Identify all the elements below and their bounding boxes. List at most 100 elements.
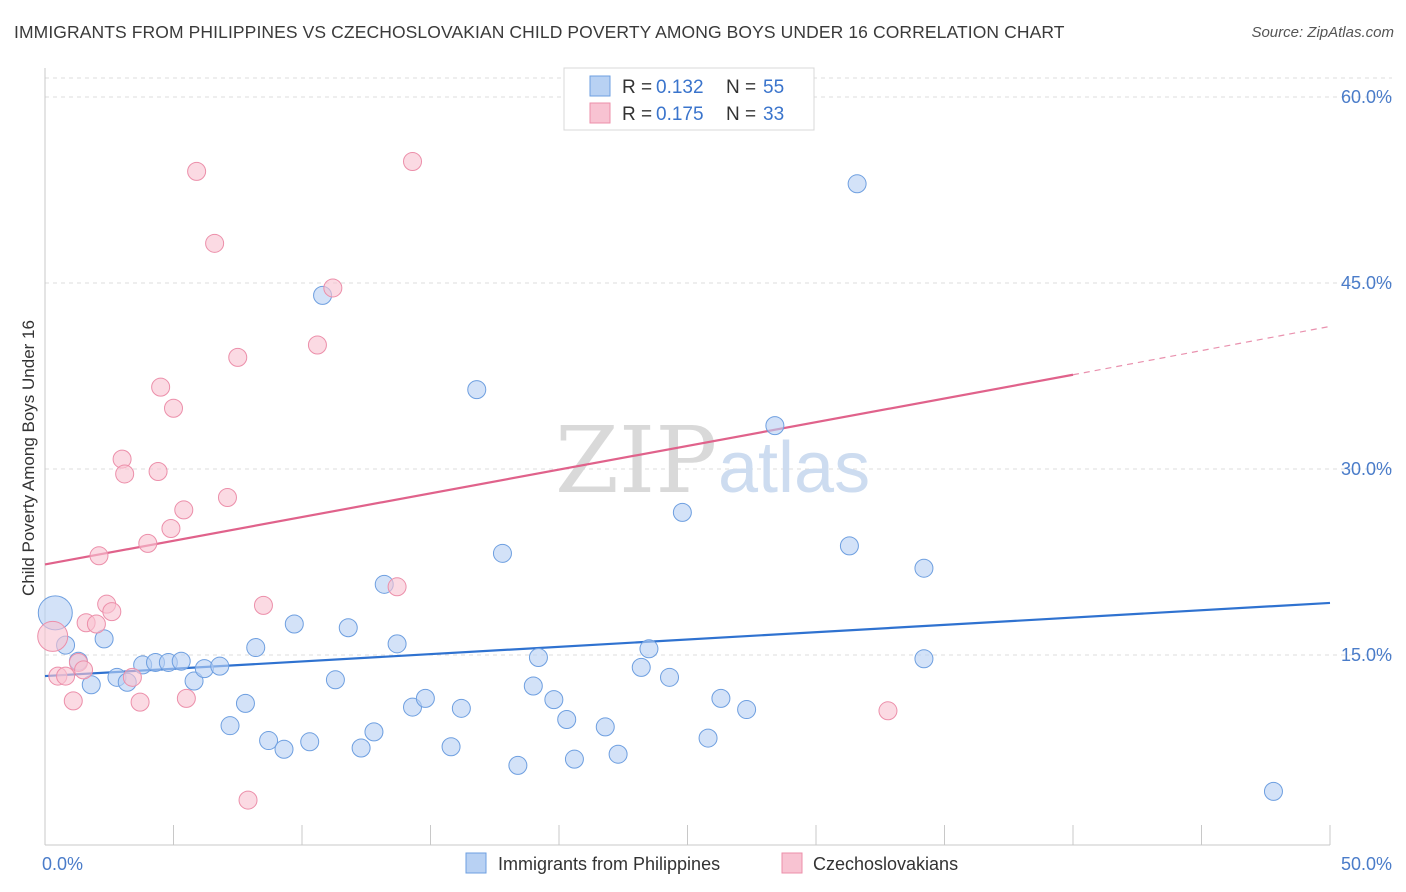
data-points (37, 151, 1283, 810)
data-point (878, 701, 898, 721)
grid-lines (45, 77, 1392, 656)
data-point (415, 688, 435, 708)
data-point (94, 629, 114, 649)
data-point (711, 688, 731, 708)
data-point (138, 533, 158, 553)
data-point (631, 657, 651, 677)
data-point (164, 398, 183, 418)
data-point (914, 558, 934, 578)
data-point (63, 691, 83, 711)
data-point (451, 698, 471, 718)
data-point (253, 595, 273, 615)
axes (44, 68, 1331, 846)
data-point (660, 667, 680, 687)
data-point (151, 377, 171, 397)
legend-r-value-2: 0.175 (656, 104, 704, 125)
chart-title: IMMIGRANTS FROM PHILIPPINES VS CZECHOSLO… (14, 22, 1065, 42)
data-point (323, 278, 343, 298)
data-point (148, 461, 168, 481)
data-point (86, 614, 106, 634)
data-point (595, 717, 615, 737)
data-point (284, 614, 304, 634)
data-point (174, 500, 194, 520)
data-point (351, 738, 371, 758)
data-point (403, 151, 423, 171)
data-point (56, 666, 76, 686)
data-point (672, 502, 692, 522)
legend-n-value-1: 55 (763, 77, 784, 98)
data-point (89, 546, 109, 566)
data-point (300, 732, 320, 752)
data-point (74, 660, 94, 680)
data-point (1263, 781, 1283, 801)
legend-r-label-2: R = (622, 104, 652, 125)
bottom-legend-label-pink: Czechoslovakians (813, 854, 958, 874)
data-point (130, 692, 150, 712)
data-point (544, 690, 564, 710)
legend-n-label-2: N = (726, 104, 756, 125)
x-tick-label-max: 50.0% (1341, 854, 1392, 874)
data-point (528, 647, 548, 667)
bottom-legend-swatch-blue (465, 852, 487, 874)
data-point (387, 577, 407, 597)
source-label: Source: ZipAtlas.com (1251, 24, 1394, 41)
data-point (176, 688, 196, 708)
legend-n-label-1: N = (726, 77, 756, 98)
trend-line-extension-pink (1072, 325, 1331, 376)
data-point (102, 602, 122, 622)
y-tick-label-15: 15.0% (1341, 645, 1392, 665)
data-point (508, 755, 528, 775)
legend-r-label-1: R = (622, 77, 652, 98)
data-point (387, 634, 407, 654)
data-point (205, 233, 225, 253)
bottom-legend-label-blue: Immigrants from Philippines (498, 854, 720, 874)
y-axis-label: Child Poverty Among Boys Under 16 (19, 320, 38, 596)
data-point (847, 174, 867, 194)
data-point (37, 620, 69, 652)
data-point (246, 638, 266, 658)
data-point (523, 676, 543, 696)
watermark-atlas: atlas (718, 428, 870, 508)
data-point (839, 536, 859, 556)
data-point (307, 335, 327, 355)
bottom-legend: Immigrants from Philippines Czechoslovak… (465, 852, 958, 874)
data-point (122, 667, 142, 687)
data-point (228, 347, 248, 367)
data-point (238, 790, 258, 810)
data-point (274, 739, 294, 759)
data-point (364, 722, 384, 742)
data-point (235, 693, 255, 713)
data-point (441, 737, 461, 757)
data-point (81, 675, 101, 695)
legend-n-value-2: 33 (763, 104, 784, 125)
data-point (187, 161, 207, 181)
watermark-zip: ZIP (555, 407, 717, 514)
data-point (467, 380, 487, 400)
data-point (184, 671, 204, 691)
data-point (259, 731, 279, 751)
trend-lines (44, 325, 1331, 678)
data-point (161, 519, 181, 539)
bottom-legend-swatch-pink (781, 852, 803, 874)
data-point (115, 464, 135, 484)
data-point (325, 670, 345, 690)
top-legend: R = 0.132 N = 55 R = 0.175 N = 33 (563, 67, 815, 131)
data-point (765, 416, 785, 436)
data-point (171, 651, 191, 671)
data-point (564, 749, 584, 769)
legend-r-value-1: 0.132 (656, 77, 704, 98)
watermark: ZIP atlas (555, 407, 870, 514)
legend-swatch-blue (589, 75, 611, 97)
data-point (338, 618, 358, 638)
y-tick-label-60: 60.0% (1341, 87, 1392, 107)
x-tick-label-min: 0.0% (42, 854, 83, 874)
data-point (698, 728, 718, 748)
trend-line-pink (44, 373, 1074, 566)
data-point (210, 656, 230, 676)
data-point (220, 716, 240, 736)
y-tick-label-45: 45.0% (1341, 273, 1392, 293)
data-point (557, 709, 577, 729)
data-point (608, 744, 628, 764)
legend-swatch-pink (589, 102, 611, 124)
